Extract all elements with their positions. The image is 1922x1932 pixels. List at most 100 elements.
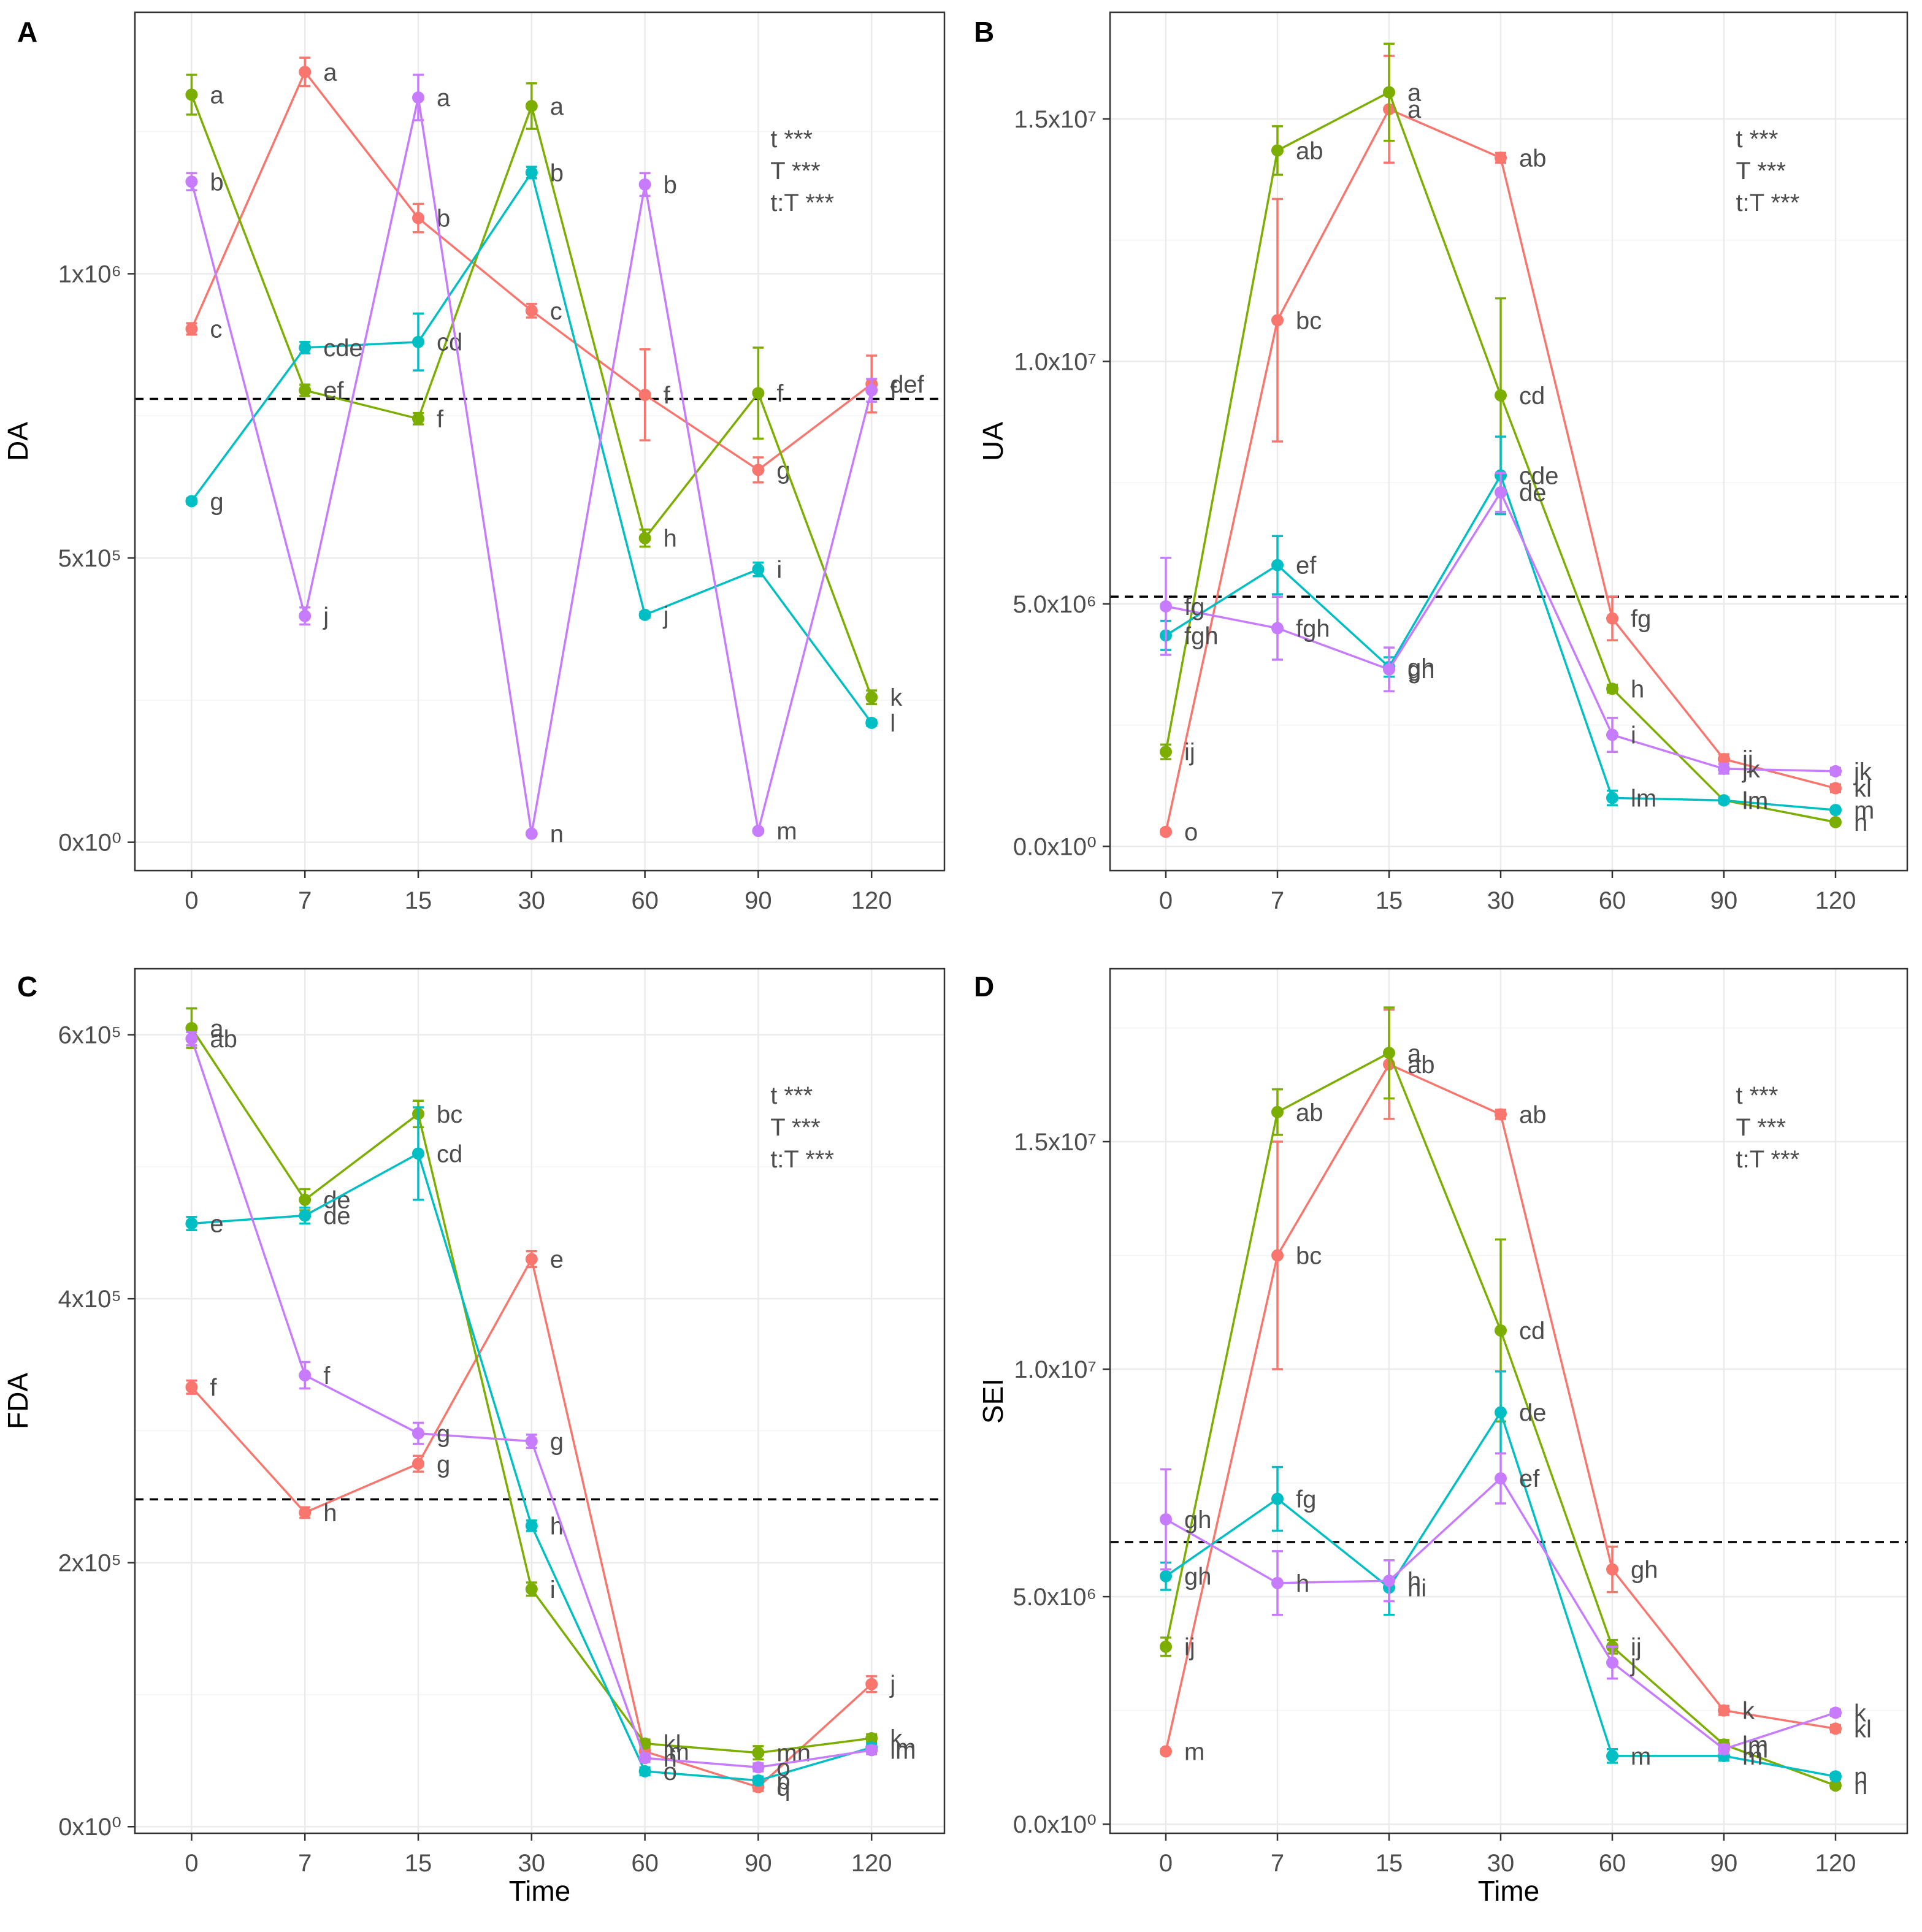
data-point — [1606, 682, 1618, 695]
significance-letter: a — [323, 59, 337, 86]
significance-letter: fg — [1184, 594, 1204, 620]
x-tick-label: 120 — [1815, 887, 1856, 914]
data-point — [1718, 762, 1730, 775]
data-point — [525, 1583, 538, 1595]
significance-letter: ij — [1184, 1634, 1195, 1661]
data-point — [638, 388, 651, 401]
x-tick-label: 90 — [745, 1850, 772, 1877]
significance-letter: kl — [1854, 776, 1872, 803]
x-tick-label: 30 — [1487, 887, 1515, 914]
significance-letter: cd — [437, 1140, 462, 1167]
significance-letter: n — [1854, 809, 1867, 836]
x-tick-label: 60 — [1599, 887, 1626, 914]
data-point — [865, 691, 878, 704]
y-tick-label: 0x10⁰ — [58, 830, 121, 857]
data-point — [1829, 782, 1842, 795]
significance-letter: ab — [210, 1026, 237, 1053]
significance-letter: h — [1407, 1568, 1421, 1595]
significance-letter: n — [550, 821, 564, 848]
significance-letter: a — [210, 82, 224, 109]
y-tick-label: 4x10⁵ — [58, 1286, 121, 1313]
significance-letter: ab — [1296, 1099, 1323, 1126]
significance-letter: q — [776, 1774, 790, 1801]
significance-letter: g — [437, 1451, 450, 1478]
significance-letter: a — [210, 1015, 224, 1042]
significance-letter: ef — [1519, 1465, 1540, 1492]
significance-letter: jk — [1853, 758, 1872, 785]
data-point — [1829, 1706, 1842, 1719]
data-point — [525, 99, 538, 112]
data-point — [1718, 753, 1730, 766]
data-point — [752, 563, 765, 576]
significance-letter: n — [1854, 1773, 1867, 1800]
data-point — [1495, 151, 1507, 164]
significance-letter: b — [550, 159, 564, 186]
panel-letter: A — [17, 16, 37, 48]
data-point — [1271, 559, 1284, 571]
data-point — [1383, 1575, 1395, 1587]
significance-letter: e — [210, 1210, 223, 1237]
significance-annotation: t:T *** — [770, 189, 834, 216]
data-point — [299, 1369, 312, 1382]
x-tick-label: 7 — [298, 887, 312, 914]
significance-letter: gh — [1184, 1564, 1212, 1590]
data-point — [1495, 1324, 1507, 1337]
data-point — [1495, 486, 1507, 499]
data-point — [525, 166, 538, 179]
significance-letter: a — [550, 93, 564, 120]
data-point — [412, 1427, 424, 1440]
y-tick-label: 5.0x10⁶ — [1013, 591, 1097, 618]
data-point — [1271, 314, 1284, 327]
x-tick-label: 7 — [1271, 887, 1284, 914]
significance-letter: j — [889, 1671, 895, 1698]
x-tick-label: 15 — [405, 887, 432, 914]
significance-letter: k — [890, 684, 903, 711]
significance-letter: bc — [1296, 307, 1322, 334]
y-axis-title: SEI — [977, 1378, 1009, 1424]
plot-frame — [134, 11, 946, 872]
significance-letter: ij — [1742, 746, 1753, 773]
series-red: o bc a ab fg ij kl — [1160, 55, 1872, 846]
significance-letter: fg — [1631, 606, 1651, 633]
data-point — [1495, 1472, 1507, 1485]
series-cyan: gh fg hi de m m n — [1160, 1370, 1867, 1790]
data-point — [299, 609, 312, 622]
significance-letter: k — [1854, 1700, 1867, 1727]
y-tick-label: 0x10⁰ — [58, 1814, 121, 1841]
y-axis-title: DA — [2, 422, 34, 461]
significance-letter: gh — [1407, 654, 1435, 681]
significance-letter: ab — [1519, 145, 1547, 172]
significance-letter: lm — [890, 1735, 916, 1762]
data-point — [1495, 1406, 1507, 1419]
data-point — [1829, 765, 1842, 777]
y-tick-label: 1x10⁶ — [58, 261, 121, 288]
significance-letter: k — [890, 1725, 903, 1752]
data-point — [185, 1381, 198, 1394]
significance-letter: cde — [1519, 462, 1559, 489]
data-point — [752, 1761, 765, 1774]
data-point — [865, 1744, 878, 1757]
x-tick-label: 0 — [185, 887, 198, 914]
data-point — [1160, 746, 1172, 758]
data-point — [865, 384, 878, 397]
data-point — [412, 1147, 424, 1160]
data-point — [412, 412, 424, 425]
data-point — [1606, 728, 1618, 741]
data-point — [412, 335, 424, 348]
data-point — [412, 91, 424, 104]
data-point — [299, 1506, 312, 1519]
significance-letter: g — [550, 1429, 564, 1456]
data-point — [1271, 1492, 1284, 1505]
significance-letter: f — [890, 378, 897, 405]
significance-letter: gh — [1407, 657, 1435, 684]
x-tick-label: 15 — [1376, 1850, 1403, 1877]
significance-letter: h — [1631, 676, 1644, 703]
y-tick-label: 1.0x10⁷ — [1014, 1356, 1097, 1383]
significance-letter: lm — [1742, 787, 1768, 814]
data-point — [1495, 1108, 1507, 1121]
data-point — [1606, 1749, 1618, 1762]
